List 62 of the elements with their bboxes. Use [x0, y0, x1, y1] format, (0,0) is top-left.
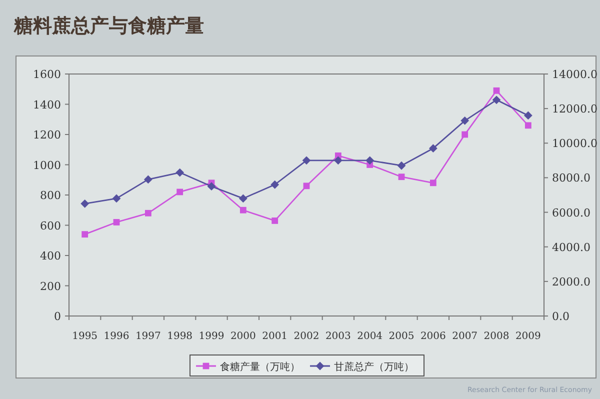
y-tick-label: 800: [40, 189, 61, 202]
point: [270, 180, 280, 189]
legend-label: 食糖产量（万吨）: [220, 361, 300, 373]
point: [460, 116, 470, 125]
point: [397, 161, 406, 170]
y-tick-label: 1000: [33, 158, 61, 172]
y2-tick-label: 2000.0: [552, 275, 590, 288]
x-tick-label: 1995: [72, 331, 98, 342]
x-tick-label: 2009: [515, 331, 541, 342]
point: [492, 96, 501, 104]
point: [428, 144, 438, 153]
point: [144, 210, 152, 216]
y-tick-label: 200: [40, 280, 61, 293]
point: [398, 174, 405, 180]
point: [82, 231, 88, 238]
y2-tick-label: 8000.0: [552, 172, 590, 185]
x-tick-label: 2005: [388, 331, 414, 342]
x-tick-label: 2007: [452, 331, 478, 342]
y-tick-label: 600: [40, 219, 61, 232]
point: [80, 199, 90, 208]
x-tick-label: 2000: [230, 331, 256, 342]
point: [302, 156, 311, 165]
y2-tick-label: 4000.0: [552, 240, 590, 254]
y2-tick-label: 6000.0: [552, 206, 590, 220]
point: [493, 87, 500, 94]
point: [113, 219, 120, 226]
x-tick-label: 2002: [294, 331, 320, 342]
point: [176, 188, 184, 196]
point: [112, 194, 121, 203]
y2-tick-label: 12000.0: [552, 102, 598, 116]
point: [462, 131, 468, 138]
point: [303, 182, 310, 190]
x-tick-label: 2001: [262, 331, 288, 342]
x-tick-label: 1997: [135, 331, 161, 342]
point: [238, 194, 248, 203]
x-tick-label: 2006: [420, 331, 446, 342]
x-tick-label: 2003: [325, 331, 351, 342]
y2-tick-label: 14000.0: [552, 68, 598, 81]
y2-tick-label: 10000.0: [552, 137, 598, 150]
point: [207, 182, 216, 191]
x-tick-label: 1999: [198, 331, 224, 342]
x-tick-label: 2004: [357, 331, 383, 342]
y2-tick-label: 0.0: [552, 310, 570, 323]
point: [524, 122, 532, 129]
point: [272, 218, 278, 224]
point: [240, 206, 246, 214]
x-tick-label: 1998: [167, 331, 193, 342]
point: [524, 111, 532, 120]
point: [366, 156, 374, 165]
legend-label: 甘蔗总产（万吨）: [334, 361, 414, 373]
y-tick-label: 1200: [33, 128, 61, 142]
y-tick-label: 1600: [33, 68, 61, 81]
y-tick-label: 400: [40, 250, 61, 262]
point: [334, 156, 342, 165]
y-tick-label: 0: [54, 310, 61, 323]
point: [176, 168, 184, 177]
y-tick-label: 1400: [33, 98, 61, 112]
point: [430, 180, 436, 186]
point: [144, 175, 152, 184]
title: 糖料蔗总产与食糖产量: [14, 15, 204, 37]
x-tick-label: 1996: [104, 331, 130, 342]
x-tick-label: 2008: [484, 331, 510, 342]
